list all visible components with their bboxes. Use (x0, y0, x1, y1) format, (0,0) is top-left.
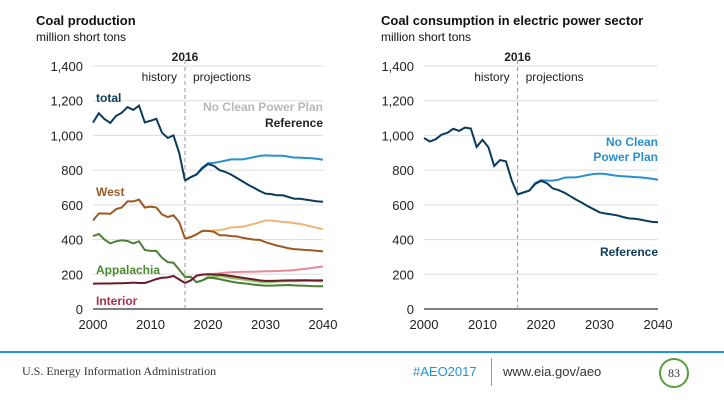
projections-label: projections (526, 70, 584, 84)
x-tick-label: 2030 (251, 317, 280, 332)
x-tick-label: 2020 (194, 317, 223, 332)
series-total-history (423, 126, 519, 195)
x-tick-label: 2020 (527, 317, 556, 332)
series-label-total: total (96, 91, 121, 105)
label-no-cpp-line1: No Clean (606, 135, 658, 149)
chart-title: Coal consumption in electric power secto… (381, 13, 643, 28)
series-interior-reference (184, 273, 323, 284)
y-tick-label: 200 (61, 267, 83, 282)
y-axis-unit: million short tons (381, 30, 471, 44)
series-total-reference (517, 179, 659, 224)
y-tick-label: 1,000 (381, 128, 414, 143)
x-tick-label: 2000 (79, 317, 108, 332)
series-west-no-cpp (184, 219, 324, 240)
series-total-no-cpp (184, 154, 324, 182)
x-tick-label: 2000 (410, 317, 439, 332)
series-total-reference (184, 162, 324, 203)
series-west-history (92, 198, 186, 240)
y-tick-label: 0 (76, 302, 83, 317)
projections-label: projections (193, 70, 251, 84)
label-no-cpp-line2: Power Plan (593, 150, 658, 164)
series-label-interior: Interior (96, 294, 138, 308)
series-total-history (92, 103, 186, 181)
x-tick-label: 2010 (136, 317, 165, 332)
y-tick-label: 400 (392, 233, 414, 248)
series-appalachia-history (92, 232, 186, 278)
x-tick-label: 2010 (468, 317, 497, 332)
x-tick-label: 2030 (585, 317, 614, 332)
divider-year: 2016 (504, 50, 531, 64)
x-tick-label: 2040 (644, 317, 673, 332)
y-tick-label: 1,200 (50, 94, 83, 109)
y-tick-label: 800 (392, 163, 414, 178)
series-label-west: West (96, 185, 124, 199)
footer-url[interactable]: www.eia.gov/aeo (503, 364, 602, 379)
history-label: history (142, 70, 177, 84)
series-appalachia-reference (185, 275, 323, 288)
legend-no-cpp: No Clean Power Plan (203, 100, 323, 114)
y-tick-label: 0 (407, 302, 414, 317)
footer-hashtag[interactable]: #AEO2017 (413, 364, 477, 379)
y-tick-label: 800 (61, 163, 83, 178)
y-tick-label: 1,000 (50, 128, 83, 143)
y-tick-label: 400 (61, 233, 83, 248)
y-tick-label: 200 (392, 267, 414, 282)
series-label-appalachia: Appalachia (96, 263, 160, 277)
footer-organization: U.S. Energy Information Administration (22, 364, 217, 378)
label-reference: Reference (600, 245, 658, 259)
charts: Coal production million short tons 0 200 400… (36, 13, 673, 332)
divider-year: 2016 (172, 50, 199, 64)
page-number: 83 (659, 358, 689, 388)
y-axis-unit: million short tons (36, 30, 126, 44)
series-west-reference (184, 229, 324, 253)
y-tick-label: 1,400 (50, 59, 83, 74)
y-tick-label: 1,400 (381, 59, 414, 74)
y-tick-label: 600 (392, 198, 414, 213)
series-interior-history (92, 274, 186, 285)
footer-separator (491, 358, 492, 386)
history-label: history (474, 70, 509, 84)
y-tick-label: 1,200 (381, 94, 414, 109)
chart-title: Coal production (36, 13, 136, 28)
y-tick-label: 600 (61, 198, 83, 213)
legend-reference: Reference (265, 116, 323, 130)
x-tick-label: 2040 (309, 317, 338, 332)
series-total-no-cpp (517, 172, 659, 196)
footer-divider (0, 351, 724, 353)
